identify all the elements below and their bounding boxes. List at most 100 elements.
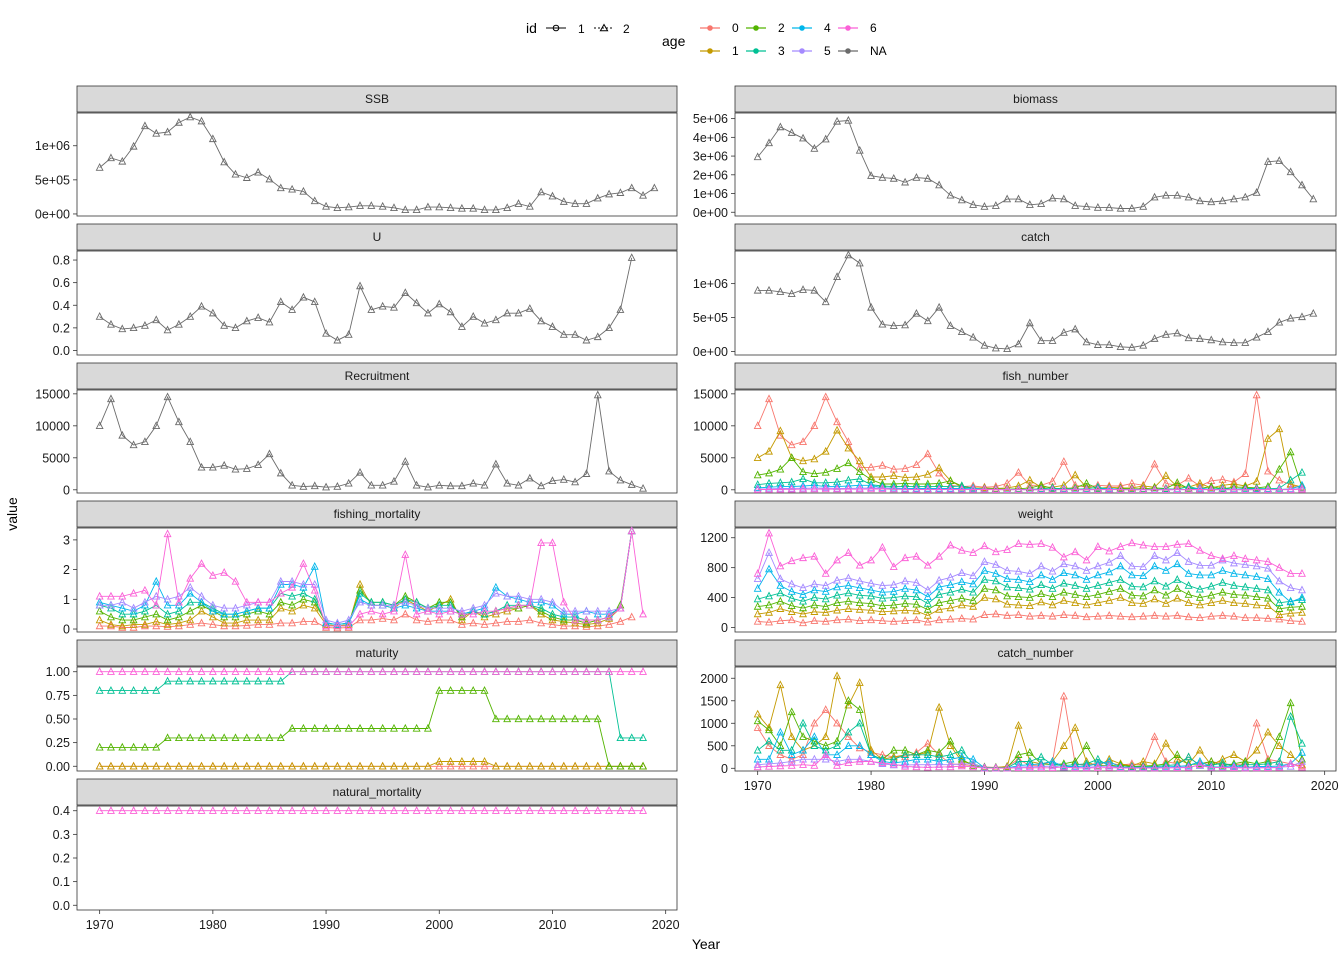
series-line — [757, 563, 1303, 603]
data-point — [288, 600, 297, 609]
data-point — [1298, 592, 1306, 601]
data-point — [889, 606, 898, 615]
data-point — [1207, 570, 1216, 579]
data-point — [333, 761, 342, 770]
data-point — [1127, 561, 1136, 570]
data-point — [946, 587, 955, 596]
data-point — [95, 162, 104, 171]
data-point — [140, 606, 149, 615]
data-point — [1025, 318, 1034, 327]
y-tick-label: 0e+00 — [693, 206, 728, 220]
data-point — [423, 761, 432, 770]
data-point — [1093, 202, 1102, 211]
data-point — [446, 307, 455, 316]
data-point — [254, 676, 263, 685]
data-point — [957, 600, 966, 609]
series-line — [757, 754, 1303, 769]
data-point — [265, 667, 274, 675]
legend-age-label: 3 — [778, 44, 785, 58]
data-point — [1173, 190, 1182, 199]
panel-catch: catch 0e+00 5e+05 1e+06 — [693, 223, 1337, 359]
data-point — [401, 288, 410, 296]
data-point — [765, 736, 773, 745]
data-point — [765, 591, 773, 600]
data-point — [1071, 598, 1080, 606]
data-point — [1207, 590, 1216, 599]
data-point — [446, 615, 455, 624]
data-point — [378, 480, 387, 489]
data-point — [1139, 340, 1148, 349]
data-point — [571, 761, 580, 770]
data-point — [423, 806, 432, 814]
data-point — [503, 617, 512, 625]
panel-strip — [734, 85, 1337, 113]
y-tick-label: 10000 — [35, 419, 70, 433]
data-point — [627, 733, 636, 742]
data-point — [616, 603, 625, 612]
data-point — [333, 482, 342, 490]
data-point — [776, 727, 785, 736]
data-point — [1241, 483, 1250, 492]
data-point — [1037, 761, 1046, 770]
data-point — [412, 723, 421, 732]
data-point — [322, 806, 331, 814]
data-point — [787, 593, 796, 602]
data-point — [1286, 750, 1295, 758]
data-point — [265, 317, 274, 326]
data-point — [878, 173, 887, 181]
data-point — [367, 201, 376, 209]
data-point — [118, 156, 127, 165]
data-point — [833, 598, 842, 606]
data-point — [878, 616, 887, 624]
data-point — [1173, 539, 1182, 548]
data-point — [765, 528, 773, 537]
data-point — [457, 322, 466, 330]
data-point — [821, 594, 830, 603]
data-point — [140, 742, 149, 751]
data-point — [378, 600, 387, 609]
data-point — [799, 603, 808, 612]
data-point — [901, 752, 910, 761]
data-point — [1286, 608, 1295, 617]
data-point — [1116, 763, 1125, 772]
data-point — [1059, 327, 1068, 336]
data-point — [878, 758, 887, 767]
data-point — [208, 606, 217, 615]
data-point — [1184, 761, 1193, 769]
data-point — [1241, 192, 1250, 201]
data-point — [1014, 467, 1023, 476]
data-point — [1184, 612, 1193, 621]
panel-ssb: SSB 0e+00 5e+05 1e+06 — [35, 85, 678, 221]
data-point — [1003, 763, 1012, 772]
data-point — [186, 112, 195, 121]
data-point — [855, 598, 864, 606]
data-point — [95, 761, 104, 770]
data-point — [276, 603, 285, 612]
data-point — [435, 299, 444, 308]
data-point — [867, 756, 876, 765]
data-point — [1173, 328, 1182, 337]
data-point — [1105, 595, 1114, 604]
data-point — [390, 615, 398, 624]
data-point — [1286, 583, 1295, 592]
x-tick-label: 2010 — [1197, 779, 1225, 793]
data-point — [491, 761, 500, 770]
data-point — [276, 806, 285, 814]
data-point — [901, 584, 910, 592]
data-point — [1082, 592, 1091, 600]
data-point — [923, 592, 932, 600]
data-point — [1286, 569, 1295, 577]
data-point — [197, 301, 206, 310]
data-point — [855, 616, 864, 624]
data-point — [276, 297, 285, 306]
data-point — [787, 440, 796, 449]
data-point — [605, 667, 614, 675]
data-point — [390, 606, 398, 615]
legend-age-label: 2 — [778, 21, 785, 35]
data-point — [1037, 480, 1046, 489]
data-point — [935, 302, 944, 311]
panel-strip — [76, 362, 678, 390]
data-point — [844, 548, 853, 556]
y-tick-label: 0.8 — [53, 254, 70, 268]
data-point — [787, 289, 796, 297]
